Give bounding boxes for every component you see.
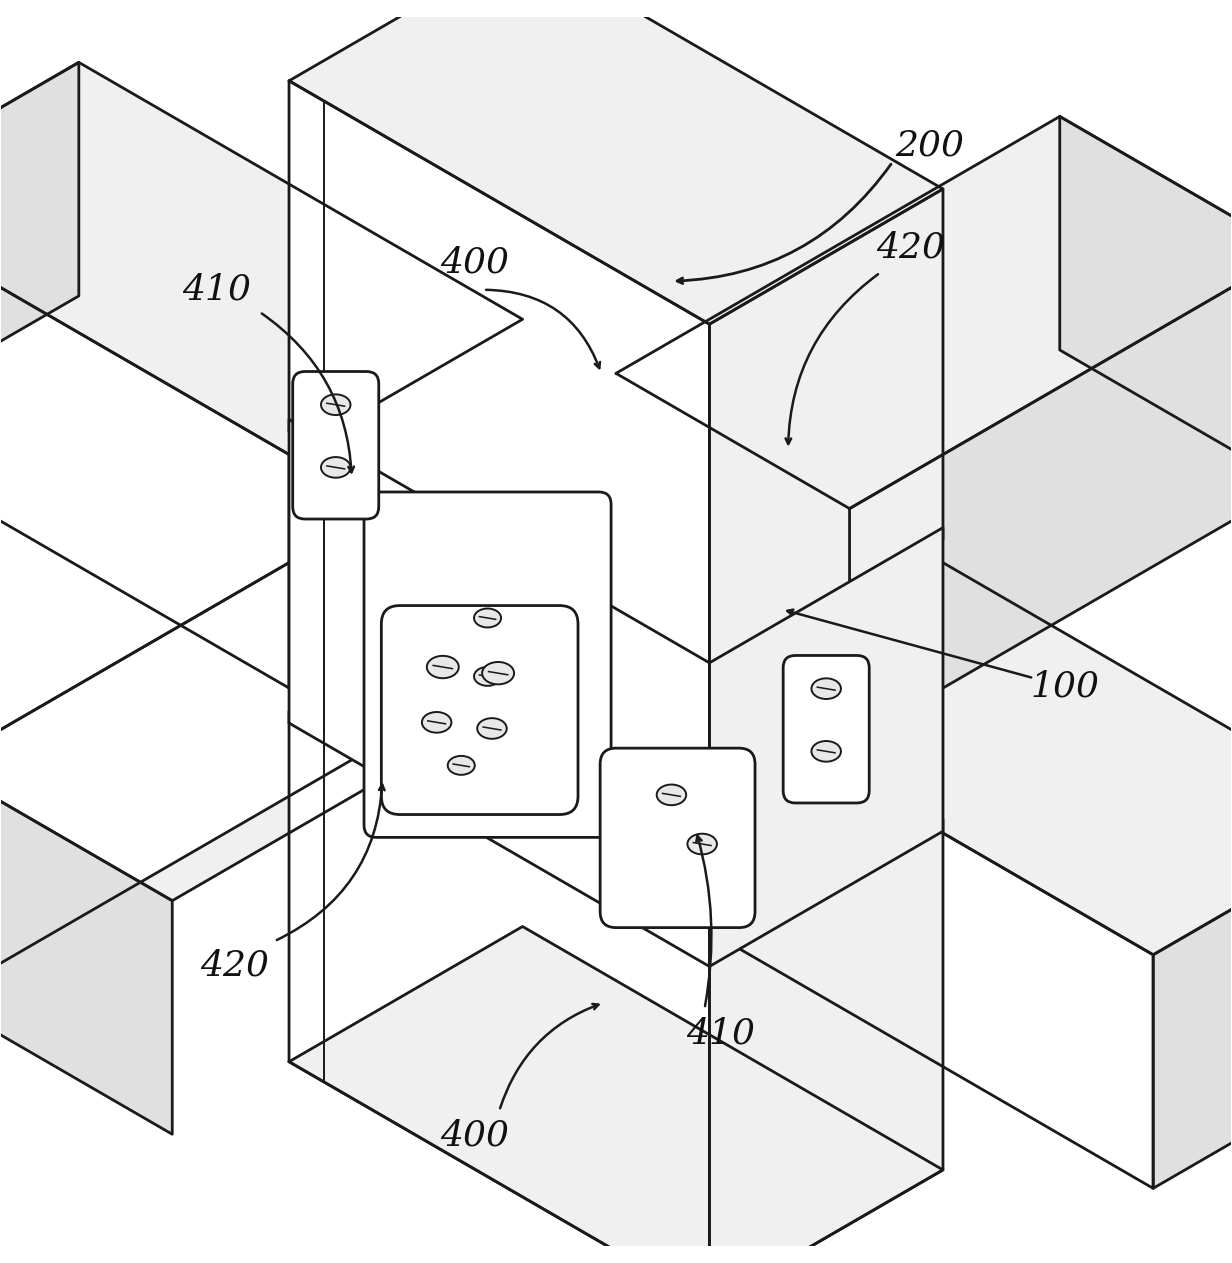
FancyBboxPatch shape xyxy=(600,748,755,927)
Ellipse shape xyxy=(322,394,350,416)
Polygon shape xyxy=(290,927,942,1263)
FancyBboxPatch shape xyxy=(293,371,378,519)
Text: 410: 410 xyxy=(686,1017,755,1051)
Ellipse shape xyxy=(474,667,501,686)
Text: 420: 420 xyxy=(876,231,945,265)
Ellipse shape xyxy=(482,662,514,685)
FancyBboxPatch shape xyxy=(363,493,611,837)
Ellipse shape xyxy=(657,784,686,806)
Ellipse shape xyxy=(322,457,350,477)
Ellipse shape xyxy=(477,719,506,739)
Ellipse shape xyxy=(426,655,458,678)
FancyBboxPatch shape xyxy=(784,655,870,803)
Polygon shape xyxy=(710,562,1232,955)
Polygon shape xyxy=(0,509,382,999)
Ellipse shape xyxy=(812,741,841,762)
Ellipse shape xyxy=(687,834,717,854)
Polygon shape xyxy=(1060,116,1232,485)
Text: 400: 400 xyxy=(440,1119,509,1152)
Polygon shape xyxy=(710,820,942,1263)
Polygon shape xyxy=(0,509,616,901)
Text: 410: 410 xyxy=(182,273,251,307)
Text: 400: 400 xyxy=(440,246,509,279)
Polygon shape xyxy=(290,419,710,966)
Polygon shape xyxy=(290,0,942,325)
FancyBboxPatch shape xyxy=(382,605,578,815)
Polygon shape xyxy=(616,116,1232,509)
Ellipse shape xyxy=(812,678,841,698)
Polygon shape xyxy=(0,765,172,1134)
Ellipse shape xyxy=(421,712,451,733)
Polygon shape xyxy=(0,62,522,455)
Polygon shape xyxy=(850,251,1232,743)
Polygon shape xyxy=(710,189,942,674)
Text: 200: 200 xyxy=(894,129,963,163)
Polygon shape xyxy=(290,711,710,1263)
Polygon shape xyxy=(710,528,942,966)
Ellipse shape xyxy=(474,609,501,628)
Polygon shape xyxy=(1153,820,1232,1188)
Ellipse shape xyxy=(447,755,474,774)
Polygon shape xyxy=(290,81,710,674)
Polygon shape xyxy=(0,62,79,431)
Text: 420: 420 xyxy=(201,949,270,983)
Text: 100: 100 xyxy=(1030,669,1099,703)
Polygon shape xyxy=(0,197,290,688)
Polygon shape xyxy=(710,698,1153,1188)
